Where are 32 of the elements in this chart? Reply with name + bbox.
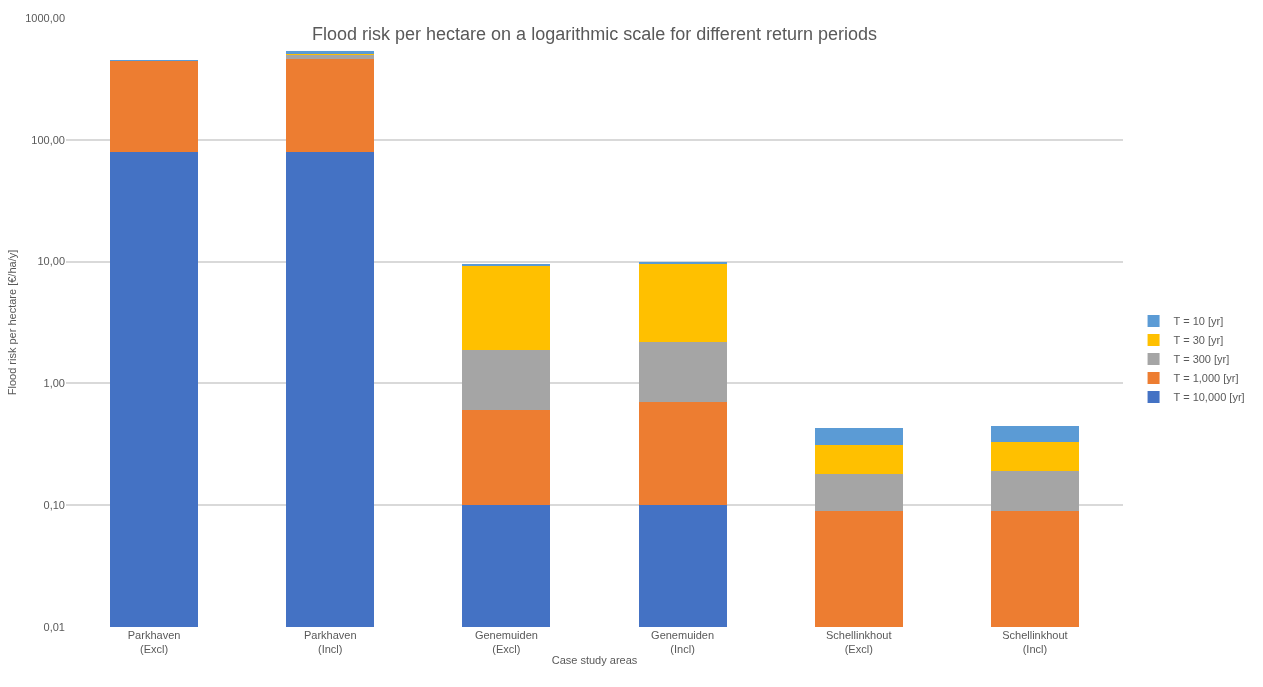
legend-label: T = 10,000 [yr] — [1173, 391, 1245, 404]
bar — [814, 474, 903, 511]
chart-title: Flood risk per hectare on a logarithmic scale for different return periods — [312, 24, 877, 45]
y-tick-label: 100,00 — [31, 133, 65, 146]
y-tick-label: 10,00 — [37, 255, 65, 268]
bar — [462, 265, 551, 351]
legend-label: T = 300 [yr] — [1173, 353, 1230, 366]
y-tick-label: 1,00 — [43, 377, 65, 390]
y-tick-label: 1000,00 — [25, 11, 65, 24]
x-tick-label: Genemuiden (Incl) — [651, 629, 715, 656]
bar — [638, 342, 727, 403]
y-axis-title: Flood risk per hectare [€/ha/y] — [5, 249, 18, 396]
bar — [110, 60, 199, 152]
bar — [990, 442, 1079, 472]
legend-label: T = 10 [yr] — [1173, 315, 1224, 328]
x-tick-label: Genemuiden (Excl) — [474, 629, 538, 656]
x-tick-label: Schellinkhout (Incl) — [1002, 629, 1068, 656]
bar — [286, 59, 375, 152]
bar — [814, 428, 903, 446]
bar — [814, 445, 903, 475]
legend-label: T = 30 [yr] — [1173, 334, 1224, 347]
x-tick-label: Parkhaven (Incl) — [303, 629, 357, 656]
x-tick-label: Parkhaven (Excl) — [127, 629, 181, 656]
bar — [638, 263, 727, 343]
y-tick-label: 0,10 — [43, 499, 65, 512]
bar — [990, 425, 1079, 443]
y-tick-label: 0,01 — [43, 620, 65, 633]
x-tick-label: Schellinkhout (Excl) — [826, 629, 892, 656]
bar — [286, 54, 375, 60]
x-axis-title: Case study areas — [551, 654, 638, 667]
bar — [462, 350, 551, 411]
legend-label: T = 1,000 [yr] — [1173, 372, 1239, 385]
